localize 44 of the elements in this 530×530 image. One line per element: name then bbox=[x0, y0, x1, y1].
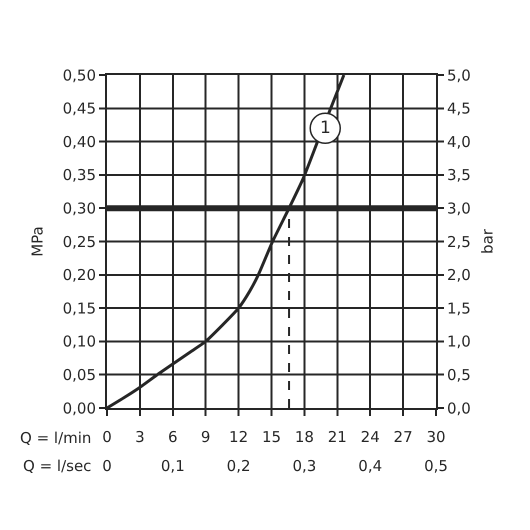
y-axis-title: MPa bbox=[28, 226, 46, 257]
y-tick-label: 0,10 bbox=[62, 332, 96, 351]
x-axis-title: Q = l/min bbox=[20, 429, 92, 447]
x-tick-label: 6 bbox=[168, 428, 178, 446]
y2-tick-label: 2,0 bbox=[447, 266, 471, 284]
x2-tick-label: 0,3 bbox=[292, 457, 316, 475]
x-tick-label: 24 bbox=[360, 428, 380, 446]
y2-tick-label: 4,0 bbox=[447, 132, 471, 151]
x-tick-label: 30 bbox=[426, 428, 446, 446]
y-tick-label: 0,20 bbox=[62, 266, 96, 284]
x-tick-label: 21 bbox=[328, 428, 347, 446]
x-tick-label: 15 bbox=[262, 428, 282, 446]
x-tick-label: 0 bbox=[102, 428, 112, 446]
x-tick-label: 3 bbox=[135, 428, 145, 446]
y-tick-label: 0,30 bbox=[62, 199, 96, 218]
y-tick-label: 0,00 bbox=[62, 399, 96, 418]
y-tick-label: 0,15 bbox=[62, 299, 96, 318]
y2-axis-title: bar bbox=[478, 228, 496, 254]
y-tick-label: 0,35 bbox=[62, 166, 96, 184]
x-tick-label: 12 bbox=[229, 428, 248, 446]
y2-tick-label: 0,5 bbox=[447, 366, 471, 384]
annotation: 1 bbox=[320, 118, 331, 138]
x2-tick-label: 0,4 bbox=[358, 457, 382, 475]
x2-tick-label: 0 bbox=[102, 457, 112, 475]
y-tick-label: 0,25 bbox=[62, 232, 96, 251]
x-tick-label: 9 bbox=[200, 428, 210, 446]
y2-tick-label: 4,5 bbox=[447, 100, 471, 118]
x2-axis-title: Q = l/sec bbox=[23, 457, 92, 475]
y2-tick-label: 1,5 bbox=[447, 299, 471, 318]
y2-tick-label: 5,0 bbox=[447, 66, 471, 84]
x2-tick-label: 0,2 bbox=[226, 457, 251, 475]
y2-tick-label: 0,0 bbox=[447, 399, 471, 418]
y2-tick-label: 3,5 bbox=[447, 166, 471, 184]
y2-tick-label: 3,0 bbox=[447, 199, 471, 218]
y2-tick-label: 1,0 bbox=[447, 332, 471, 351]
y-tick-label: 0,50 bbox=[62, 66, 96, 84]
y-tick-label: 0,05 bbox=[62, 366, 96, 384]
x2-tick-label: 0,5 bbox=[424, 457, 448, 475]
y-tick-label: 0,40 bbox=[62, 132, 96, 151]
x-tick-label: 27 bbox=[394, 428, 413, 446]
y-tick-label: 0,45 bbox=[62, 100, 96, 118]
x-tick-label: 18 bbox=[294, 428, 314, 446]
x2-tick-label: 0,1 bbox=[160, 457, 185, 475]
y2-tick-label: 2,5 bbox=[447, 232, 471, 251]
